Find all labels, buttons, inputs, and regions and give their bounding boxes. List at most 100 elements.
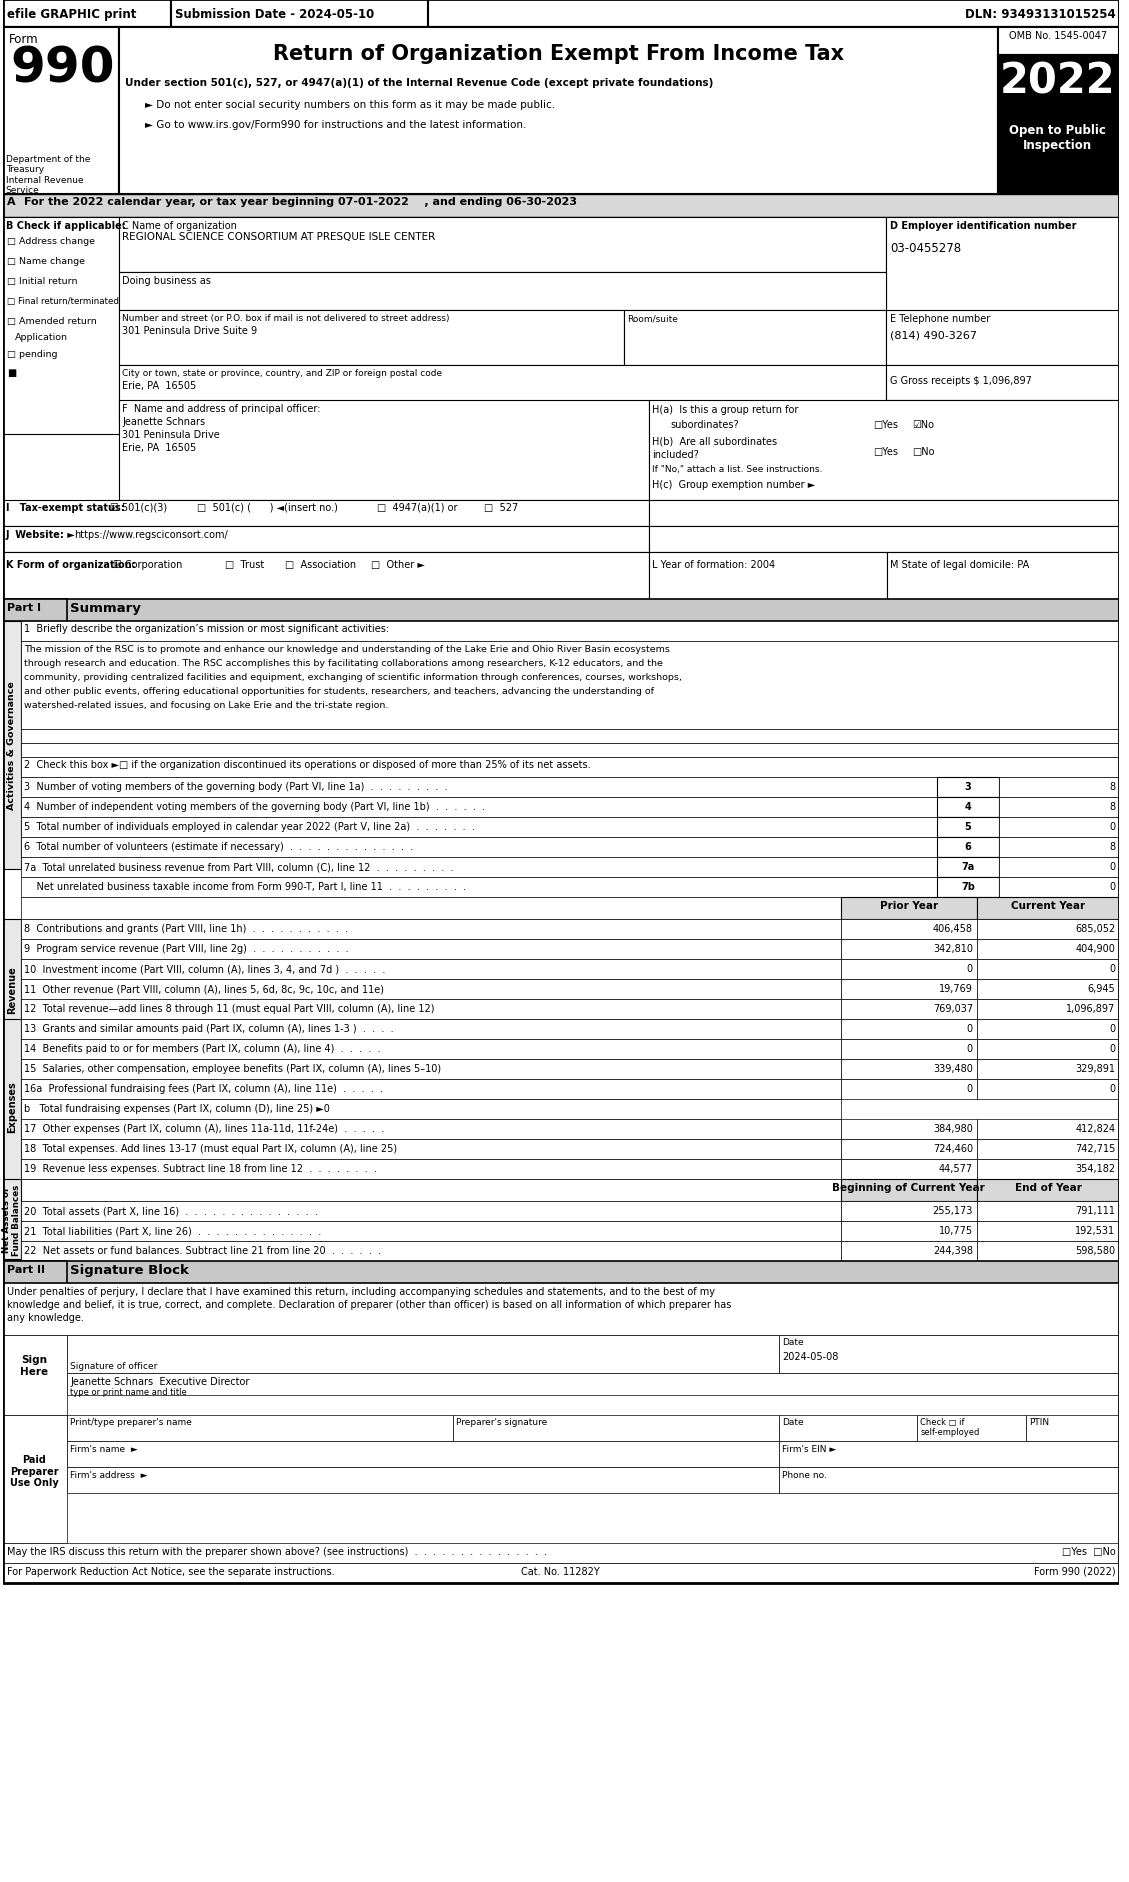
Text: 0: 0 — [966, 1043, 973, 1054]
Bar — [841, 1039, 977, 1060]
Text: REGIONAL SCIENCE CONSORTIUM AT PRESQUE ISLE CENTER: REGIONAL SCIENCE CONSORTIUM AT PRESQUE I… — [122, 231, 436, 243]
Text: 342,810: 342,810 — [933, 943, 973, 954]
Bar — [977, 960, 1119, 979]
Text: D Employer identification number: D Employer identification number — [890, 220, 1076, 231]
Text: □Yes  □No: □Yes □No — [1061, 1547, 1115, 1556]
Text: I   Tax-exempt status:: I Tax-exempt status: — [6, 502, 124, 512]
Bar — [977, 1139, 1119, 1159]
Bar — [887, 553, 1119, 600]
Text: Prior Year: Prior Year — [879, 900, 938, 911]
Text: If "No," attach a list. See instructions.: If "No," attach a list. See instructions… — [653, 465, 823, 474]
Text: Paid
Preparer
Use Only: Paid Preparer Use Only — [10, 1455, 59, 1487]
Text: H(b)  Are all subordinates: H(b) Are all subordinates — [653, 437, 778, 446]
Text: any knowledge.: any knowledge. — [7, 1312, 84, 1323]
Text: Erie, PA  16505: Erie, PA 16505 — [122, 380, 196, 391]
Text: Sign
Here: Sign Here — [20, 1355, 49, 1376]
Bar — [998, 777, 1119, 798]
Text: May the IRS discuss this return with the preparer shown above? (see instructions: May the IRS discuss this return with the… — [7, 1547, 546, 1556]
Text: □  4947(a)(1) or: □ 4947(a)(1) or — [377, 502, 457, 512]
Text: 8: 8 — [1109, 781, 1115, 792]
Bar — [779, 1336, 1119, 1374]
Text: 2  Check this box ►□ if the organization discontinued its operations or disposed: 2 Check this box ►□ if the organization … — [25, 760, 592, 770]
Bar — [841, 939, 977, 960]
Text: 44,577: 44,577 — [938, 1163, 973, 1172]
Bar — [937, 777, 998, 798]
Text: Firm's name  ►: Firm's name ► — [70, 1443, 138, 1453]
Bar — [841, 979, 977, 999]
Text: ► Do not enter social security numbers on this form as it may be made public.: ► Do not enter social security numbers o… — [146, 100, 555, 109]
Bar — [779, 1442, 1119, 1468]
Bar — [977, 898, 1119, 920]
Text: Firm's EIN ►: Firm's EIN ► — [782, 1443, 837, 1453]
Bar — [120, 28, 998, 196]
Bar — [998, 877, 1119, 898]
Text: 18  Total expenses. Add lines 13-17 (must equal Part IX, column (A), line 25): 18 Total expenses. Add lines 13-17 (must… — [25, 1144, 397, 1154]
Bar — [2, 196, 1119, 218]
Text: □ Address change: □ Address change — [7, 237, 95, 247]
Bar — [67, 1468, 779, 1492]
Bar — [2, 0, 170, 28]
Bar — [20, 642, 1119, 730]
Bar — [649, 527, 1119, 553]
Text: For Paperwork Reduction Act Notice, see the separate instructions.: For Paperwork Reduction Act Notice, see … — [7, 1566, 334, 1575]
Bar — [120, 401, 649, 501]
Text: 1,096,897: 1,096,897 — [1066, 1003, 1115, 1014]
Text: 724,460: 724,460 — [933, 1144, 973, 1154]
Text: (814) 490-3267: (814) 490-3267 — [890, 329, 977, 341]
Text: 6  Total number of volunteers (estimate if necessary)  .  .  .  .  .  .  .  .  .: 6 Total number of volunteers (estimate i… — [25, 841, 413, 851]
Text: Erie, PA  16505: Erie, PA 16505 — [122, 442, 196, 454]
Text: 3  Number of voting members of the governing body (Part VI, line 1a)  .  .  .  .: 3 Number of voting members of the govern… — [25, 781, 448, 792]
Text: 2022: 2022 — [1000, 60, 1115, 102]
Text: 20  Total assets (Part X, line 16)  .  .  .  .  .  .  .  .  .  .  .  .  .  .  .: 20 Total assets (Part X, line 16) . . . … — [25, 1204, 318, 1216]
Text: Summary: Summary — [70, 602, 141, 615]
Text: Doing business as: Doing business as — [122, 277, 211, 286]
Bar — [2, 920, 20, 1060]
Bar — [20, 877, 937, 898]
Text: H(c)  Group exemption number ►: H(c) Group exemption number ► — [653, 480, 816, 489]
Text: Preparer's signature: Preparer's signature — [456, 1417, 546, 1427]
Text: 404,900: 404,900 — [1076, 943, 1115, 954]
Text: ☑ 501(c)(3): ☑ 501(c)(3) — [110, 502, 167, 512]
Text: Application: Application — [15, 333, 68, 343]
Bar — [841, 1159, 977, 1180]
Bar — [20, 798, 937, 817]
Text: □ Name change: □ Name change — [7, 256, 85, 265]
Text: 9  Program service revenue (Part VIII, line 2g)  .  .  .  .  .  .  .  .  .  .  .: 9 Program service revenue (Part VIII, li… — [25, 943, 349, 954]
Bar — [20, 920, 841, 939]
Text: 10  Investment income (Part VIII, column (A), lines 3, 4, and 7d )  .  .  .  .  : 10 Investment income (Part VIII, column … — [25, 964, 386, 973]
Bar — [120, 218, 886, 273]
Text: 685,052: 685,052 — [1075, 924, 1115, 933]
Text: 0: 0 — [1109, 964, 1115, 973]
Text: Room/suite: Room/suite — [627, 314, 677, 324]
Text: Form 990 (2022): Form 990 (2022) — [1034, 1566, 1115, 1575]
Text: 19,769: 19,769 — [939, 984, 973, 994]
Text: H(a)  Is this a group return for: H(a) Is this a group return for — [653, 405, 799, 414]
Text: efile GRAPHIC print: efile GRAPHIC print — [7, 8, 137, 21]
Text: subordinates?: subordinates? — [671, 420, 738, 429]
Bar — [977, 1221, 1119, 1242]
Text: Date: Date — [782, 1338, 804, 1346]
Text: 15  Salaries, other compensation, employee benefits (Part IX, column (A), lines : 15 Salaries, other compensation, employe… — [25, 1063, 441, 1073]
Text: A   For the 2022 calendar year, or tax year beginning 07-01-2022    , and ending: A For the 2022 calendar year, or tax yea… — [7, 198, 577, 207]
Bar — [649, 401, 1119, 501]
Text: 769,037: 769,037 — [933, 1003, 973, 1014]
Bar — [20, 1159, 841, 1180]
Text: J  Website: ►: J Website: ► — [6, 529, 76, 540]
Text: 791,111: 791,111 — [1075, 1204, 1115, 1216]
Text: 990: 990 — [10, 43, 115, 92]
Bar — [67, 1415, 453, 1442]
Bar — [841, 920, 977, 939]
Text: 301 Peninsula Drive Suite 9: 301 Peninsula Drive Suite 9 — [122, 326, 257, 335]
Text: Cat. No. 11282Y: Cat. No. 11282Y — [522, 1566, 599, 1575]
Text: 22  Net assets or fund balances. Subtract line 21 from line 20  .  .  .  .  .  .: 22 Net assets or fund balances. Subtract… — [25, 1246, 382, 1255]
Bar — [977, 1201, 1119, 1221]
Text: 19  Revenue less expenses. Subtract line 18 from line 12  .  .  .  .  .  .  .  .: 19 Revenue less expenses. Subtract line … — [25, 1163, 377, 1172]
Text: 17  Other expenses (Part IX, column (A), lines 11a-11d, 11f-24e)  .  .  .  .  .: 17 Other expenses (Part IX, column (A), … — [25, 1124, 385, 1133]
Bar — [998, 817, 1119, 837]
Bar — [977, 939, 1119, 960]
Bar — [120, 311, 624, 365]
Text: Signature of officer: Signature of officer — [70, 1361, 157, 1370]
Text: ☑ Corporation: ☑ Corporation — [114, 559, 183, 570]
Bar — [2, 553, 649, 600]
Text: through research and education. The RSC accomplishes this by facilitating collab: through research and education. The RSC … — [25, 659, 664, 668]
